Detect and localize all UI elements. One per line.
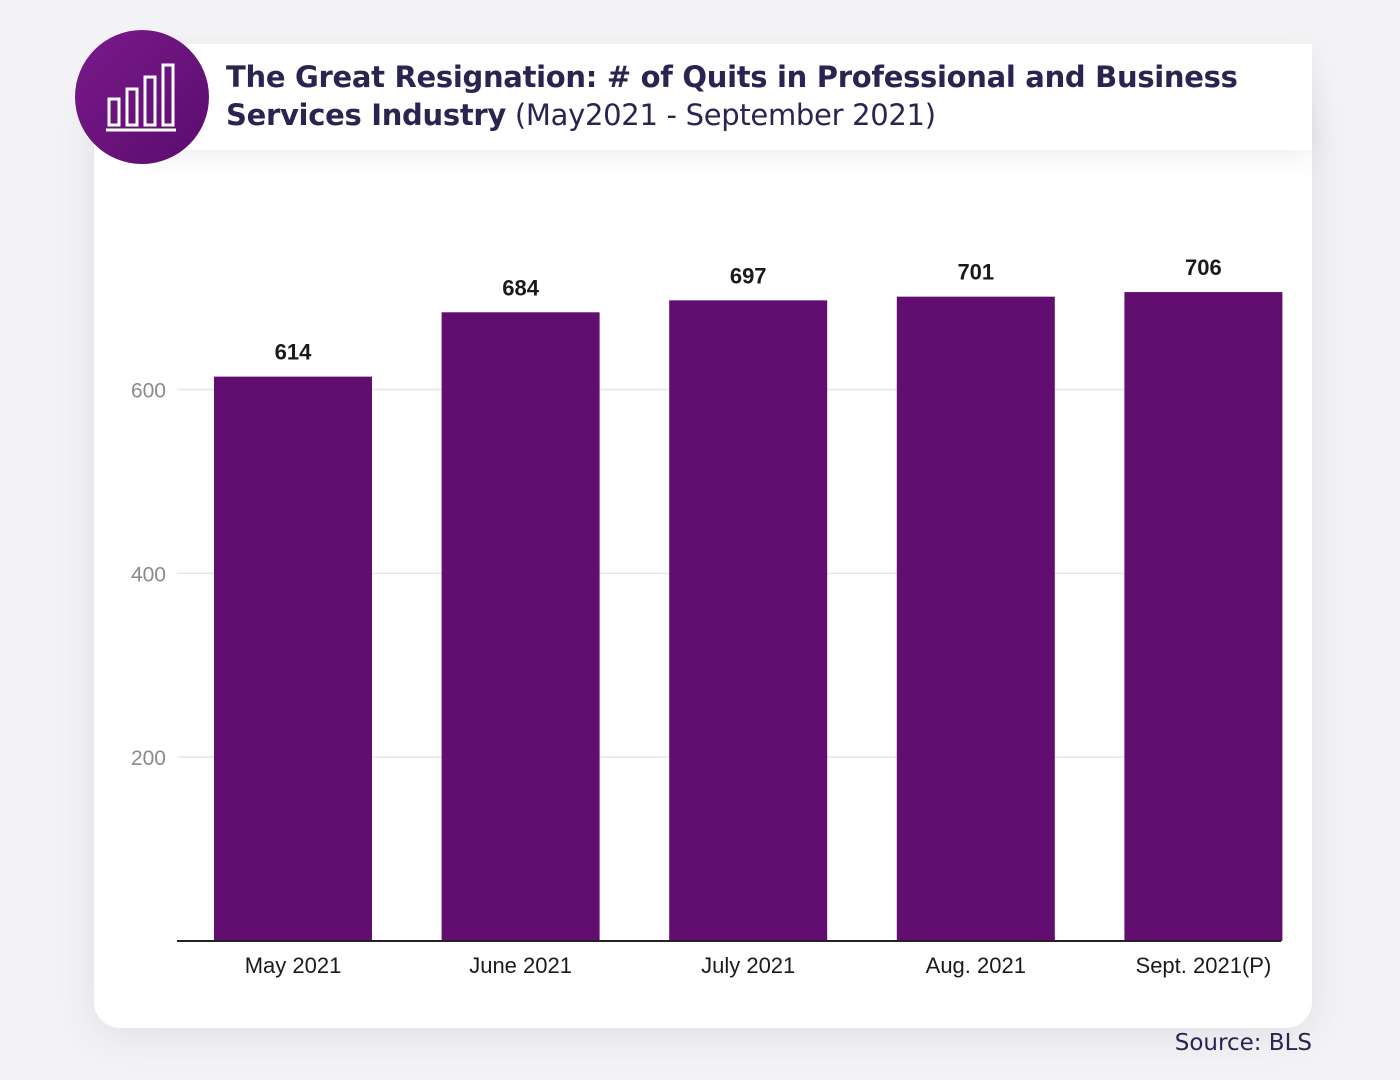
x-tick-label-3: July 2021 [701, 953, 795, 978]
chart-title-main: The Great Resignation: # of Quits in Pro… [226, 60, 1238, 132]
source-note: Source: BLS [1174, 1030, 1312, 1056]
y-tick-label-400: 400 [131, 563, 166, 586]
bar-2 [441, 312, 600, 941]
bar-1 [214, 376, 372, 941]
data-label-4: 701 [957, 260, 994, 285]
bar-3 [669, 300, 828, 941]
x-tick-label-1: May 2021 [245, 953, 342, 978]
chart-title: The Great Resignation: # of Quits in Pro… [226, 58, 1286, 134]
bar-4 [896, 296, 1055, 941]
data-label-1: 614 [275, 340, 312, 365]
logo-badge [75, 30, 209, 164]
y-tick-label-600: 600 [131, 380, 166, 403]
title-bar: The Great Resignation: # of Quits in Pro… [140, 44, 1312, 150]
x-tick-label-4: Aug. 2021 [926, 953, 1026, 978]
data-label-5: 706 [1185, 255, 1222, 280]
bar-chart-icon [106, 63, 176, 132]
bar-5 [1124, 292, 1283, 941]
x-tick-label-2: June 2021 [469, 953, 572, 978]
data-label-2: 684 [502, 275, 539, 300]
y-tick-label-200: 200 [131, 747, 166, 770]
x-tick-label-5: Sept. 2021(P) [1136, 953, 1272, 978]
chart-title-subtitle: (May2021 - September 2021) [514, 98, 936, 132]
data-label-3: 697 [730, 263, 767, 288]
